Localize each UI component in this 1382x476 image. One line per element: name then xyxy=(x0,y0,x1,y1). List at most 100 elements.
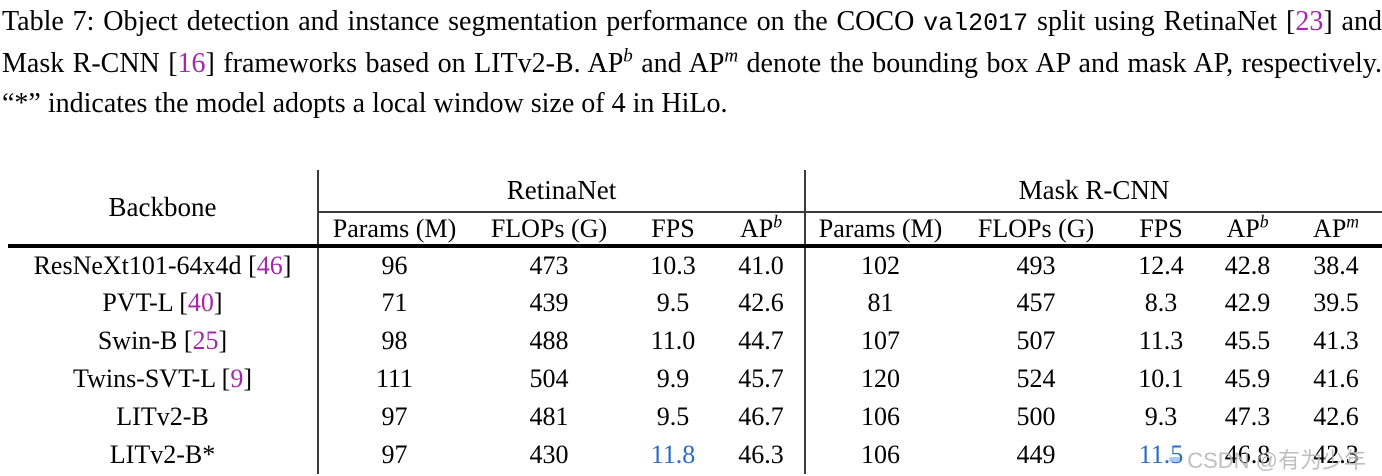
caption-text: and AP xyxy=(632,48,725,79)
metric-cell: 439 xyxy=(529,288,569,317)
metric-cell: 106 xyxy=(861,440,901,469)
metric-cell: 71 xyxy=(381,288,408,317)
metric-cell: 111 xyxy=(375,364,414,393)
metric-cell: 46.3 xyxy=(718,436,807,474)
results-table: Backbone RetinaNet Mask R-CNN Params (M)… xyxy=(8,170,1382,474)
metric-cell: 81 xyxy=(867,288,894,317)
table-row: LITv2-B 97 481 9.5 46.7 106 500 9.3 47.3 42.6 xyxy=(8,398,1382,436)
column-header: FPS xyxy=(1117,212,1206,248)
column-header: APb xyxy=(718,210,807,248)
metric-cell: 106 xyxy=(861,402,901,431)
metric-cell: 47.3 xyxy=(1224,402,1271,431)
metric-cell: 473 xyxy=(529,251,569,280)
table-body: ResNeXt101-64x4d [46] 96 473 10.3 41.0 102 493… xyxy=(8,246,1382,474)
inline-code: val2017 xyxy=(923,9,1029,38)
metric-cell: 45.7 xyxy=(718,360,807,398)
metric-cell: 10.1 xyxy=(1138,364,1184,393)
metric-cell: 10.3 xyxy=(650,251,696,280)
caption-text: Table 7: Object detection and instance s… xyxy=(2,6,924,37)
metric-cell: 107 xyxy=(861,326,901,355)
metric-cell: 38.4 xyxy=(1313,251,1359,280)
metric-cell: 97 xyxy=(381,440,408,469)
metric-cell: 42.8 xyxy=(1224,251,1271,280)
column-header-backbone: Backbone xyxy=(8,170,319,248)
column-header: Params (M) xyxy=(805,212,956,248)
metric-cell: 8.3 xyxy=(1144,288,1178,317)
metric-cell: 11.8 xyxy=(650,440,696,469)
metric-cell: 42.6 xyxy=(1313,402,1359,431)
group-header-retinanet: RetinaNet xyxy=(318,170,807,213)
citation-link[interactable]: 9 xyxy=(230,364,244,393)
metric-cell: 9.5 xyxy=(656,288,690,317)
metric-cell: 430 xyxy=(529,440,569,469)
citation-link[interactable]: 40 xyxy=(187,288,214,317)
metric-cell: 9.9 xyxy=(656,364,690,393)
metric-cell: 42.9 xyxy=(1224,288,1271,317)
metric-cell: 9.5 xyxy=(656,402,690,431)
sub-header-row: Params (M) FLOPs (G) FPS APb Params (M) FLOPs… xyxy=(8,210,1382,248)
citation-link[interactable]: 16 xyxy=(177,48,206,79)
superscript: b xyxy=(773,210,783,231)
metric-cell: 39.5 xyxy=(1313,288,1359,317)
backbone-cell: PVT-L [40] xyxy=(8,284,319,322)
metric-cell: 11.3 xyxy=(1138,326,1184,355)
metric-cell: 42.3 xyxy=(1313,440,1359,469)
metric-cell: 46.7 xyxy=(718,398,807,436)
backbone-cell: Twins-SVT-L [9] xyxy=(8,360,319,398)
superscript: m xyxy=(1346,210,1360,231)
caption-text: ] frameworks based on LITv2-B. AP xyxy=(205,48,624,79)
results-table-container: Backbone RetinaNet Mask R-CNN Params (M)… xyxy=(8,170,1382,474)
caption-text: ] and Mask R-CNN [ xyxy=(2,6,1382,79)
superscript: b xyxy=(623,45,633,67)
table-row: PVT-L [40] 71 439 9.5 42.6 81 457 8.3 42.9 39.5 xyxy=(8,284,1382,322)
metric-cell: 45.5 xyxy=(1224,326,1271,355)
table-row: ResNeXt101-64x4d [46] 96 473 10.3 41.0 102 493… xyxy=(8,246,1382,284)
metric-cell: 504 xyxy=(529,364,569,393)
metric-cell: 98 xyxy=(381,326,408,355)
citation-link[interactable]: 46 xyxy=(256,251,283,280)
superscript: m xyxy=(724,45,739,67)
table-row: Twins-SVT-L [9] 111 504 9.9 45.7 120 524 10.1 45… xyxy=(8,360,1382,398)
column-header: Params (M) xyxy=(318,212,470,248)
column-header: FLOPs (G) xyxy=(955,212,1118,248)
metric-cell: 45.9 xyxy=(1224,364,1271,393)
metric-cell: 500 xyxy=(1016,402,1056,431)
metric-cell: 42.6 xyxy=(718,284,807,322)
metric-cell: 488 xyxy=(529,326,569,355)
metric-cell: 44.7 xyxy=(718,322,807,360)
metric-cell: 11.5 xyxy=(1138,440,1184,469)
metric-cell: 493 xyxy=(1016,251,1056,280)
metric-cell: 102 xyxy=(861,251,901,280)
table-row: LITv2-B* 97 430 11.8 46.3 106 449 11.5 46.8 42.3 xyxy=(8,436,1382,474)
caption-text: split using RetinaNet [ xyxy=(1028,6,1296,37)
metric-cell: 41.0 xyxy=(718,246,807,284)
metric-cell: 524 xyxy=(1016,364,1056,393)
table-head: Backbone RetinaNet Mask R-CNN Params (M)… xyxy=(8,170,1382,248)
column-header: FPS xyxy=(628,212,718,248)
metric-cell: 449 xyxy=(1016,440,1056,469)
metric-cell: 11.0 xyxy=(650,326,696,355)
metric-cell: 96 xyxy=(381,251,408,280)
column-header: APm xyxy=(1290,210,1382,248)
metric-cell: 9.3 xyxy=(1144,402,1178,431)
metric-cell: 41.3 xyxy=(1313,326,1359,355)
superscript: b xyxy=(1259,210,1269,231)
metric-cell: 97 xyxy=(381,402,408,431)
metric-cell: 481 xyxy=(529,402,569,431)
group-header-row: Backbone RetinaNet Mask R-CNN xyxy=(8,170,1382,248)
column-header: APb xyxy=(1205,210,1291,248)
group-header-mask-rcnn: Mask R-CNN xyxy=(805,170,1382,213)
citation-link[interactable]: 25 xyxy=(192,326,219,355)
table-row: Swin-B [25] 98 488 11.0 44.7 107 507 11.3 45.5 41… xyxy=(8,322,1382,360)
metric-cell: 46.8 xyxy=(1224,440,1271,469)
metric-cell: 457 xyxy=(1016,288,1056,317)
metric-cell: 41.6 xyxy=(1313,364,1359,393)
citation-link[interactable]: 23 xyxy=(1295,6,1324,37)
table-caption: Table 7: Object detection and instance s… xyxy=(0,0,1382,124)
backbone-cell: LITv2-B* xyxy=(8,436,319,474)
column-header: FLOPs (G) xyxy=(470,212,628,248)
backbone-cell: Swin-B [25] xyxy=(8,322,319,360)
backbone-cell: LITv2-B xyxy=(8,398,319,436)
metric-cell: 507 xyxy=(1016,326,1056,355)
metric-cell: 12.4 xyxy=(1138,251,1184,280)
